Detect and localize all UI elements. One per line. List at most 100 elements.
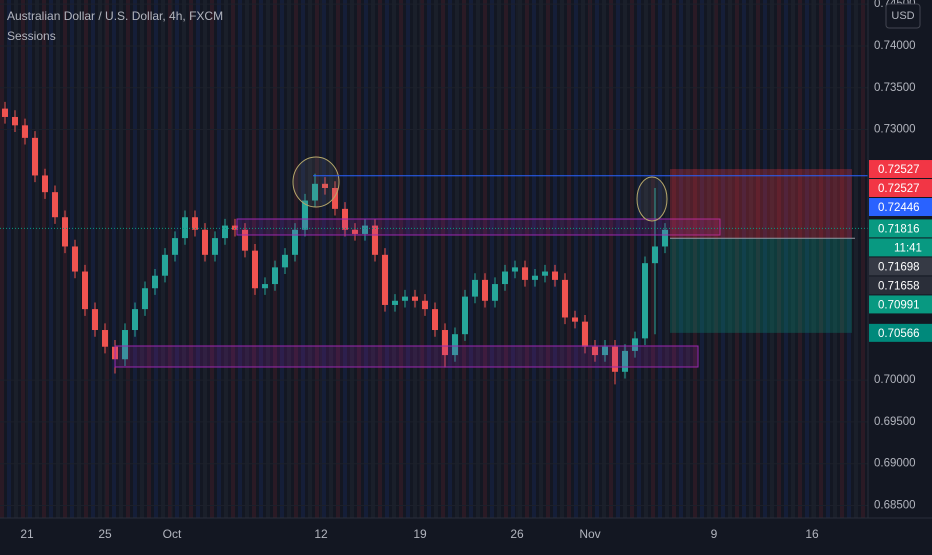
candle-body: [282, 254, 288, 268]
overlay: [0, 169, 868, 333]
candle-body: [632, 338, 638, 351]
session-stripe: [224, 0, 228, 518]
candle-body: [82, 271, 88, 310]
session-stripe: [826, 0, 830, 518]
target-zone: [670, 238, 852, 333]
session-stripe: [791, 0, 795, 518]
candle-body: [452, 334, 458, 356]
session-stripe: [483, 0, 487, 518]
session-stripe: [574, 0, 578, 518]
candle-body: [262, 284, 268, 289]
session-stripe: [371, 0, 375, 518]
y-tick-label: 0.68500: [874, 499, 916, 511]
candle-body: [122, 330, 128, 360]
stop-zone: [670, 169, 852, 239]
session-stripe: [231, 0, 235, 518]
candle-body: [232, 225, 238, 230]
session-stripe: [392, 0, 396, 518]
peak-circle: [636, 176, 668, 222]
session-stripe: [819, 0, 823, 518]
candle-body: [582, 321, 588, 347]
session-stripe: [756, 0, 760, 518]
candle-body: [242, 229, 248, 251]
session-stripe: [770, 0, 774, 518]
price-tag: [869, 198, 932, 217]
session-stripe: [182, 0, 186, 518]
x-tick-label: Nov: [579, 527, 600, 541]
session-stripe: [413, 0, 417, 518]
session-stripe: [84, 0, 88, 518]
session-stripe: [679, 0, 683, 518]
y-tick-label: 0.70000: [874, 374, 916, 386]
candle-body: [2, 108, 8, 117]
session-stripe: [175, 0, 179, 518]
session-stripe: [616, 0, 620, 518]
price-tag: [869, 323, 932, 342]
session-stripe: [266, 0, 270, 518]
session-stripe: [567, 0, 571, 518]
chart-title: Australian Dollar / U.S. Dollar, 4h, FXC…: [7, 9, 223, 23]
session-stripe: [630, 0, 634, 518]
x-tick-label: 9: [711, 527, 718, 541]
session-stripe: [406, 0, 410, 518]
session-stripe: [238, 0, 242, 518]
session-stripe: [546, 0, 550, 518]
candle-body: [212, 238, 218, 255]
price-tag: [869, 179, 932, 198]
session-stripe: [448, 0, 452, 518]
session-stripe: [812, 0, 816, 518]
candle-body: [652, 246, 658, 264]
session-stripe: [693, 0, 697, 518]
session-stripe: [637, 0, 641, 518]
session-stripe: [798, 0, 802, 518]
session-stripe: [700, 0, 704, 518]
candle-body: [52, 192, 58, 218]
session-stripe: [665, 0, 669, 518]
session-stripe: [763, 0, 767, 518]
candle-body: [152, 275, 158, 289]
price-tag-label: 0.70991: [878, 299, 920, 311]
session-stripe: [357, 0, 361, 518]
session-stripe: [105, 0, 109, 518]
session-stripe: [133, 0, 137, 518]
price-tag: [869, 295, 932, 314]
x-tick-label: 16: [805, 527, 819, 541]
candle-body: [312, 183, 318, 201]
session-stripe: [833, 0, 837, 518]
price-tag: [869, 219, 932, 238]
price-tag-label: 0.72446: [878, 202, 920, 214]
session-stripe: [777, 0, 781, 518]
candle-body: [322, 183, 328, 188]
price-tag: [869, 160, 932, 179]
session-stripe: [329, 0, 333, 518]
candle-body: [572, 317, 578, 322]
candle-body: [22, 125, 28, 138]
candle-body: [542, 271, 548, 276]
candle-body: [622, 350, 628, 372]
session-stripe: [21, 0, 25, 518]
session-stripe: [399, 0, 403, 518]
session-stripe: [532, 0, 536, 518]
session-stripe: [560, 0, 564, 518]
candle-body: [522, 267, 528, 280]
candle-body: [272, 267, 278, 285]
y-tick-label: 0.69000: [874, 458, 916, 470]
session-stripe: [140, 0, 144, 518]
candle-body: [102, 330, 108, 347]
session-stripe: [343, 0, 347, 518]
session-stripe: [511, 0, 515, 518]
session-stripe: [427, 0, 431, 518]
session-stripe: [455, 0, 459, 518]
time-axis: [0, 518, 932, 550]
currency-badge[interactable]: [885, 3, 921, 29]
sessions-layer: [0, 0, 865, 518]
candle-body: [202, 229, 208, 255]
price-tag: [869, 257, 932, 276]
indicator-name: Sessions: [7, 29, 56, 43]
candle-body: [642, 263, 648, 339]
session-stripe: [861, 0, 865, 518]
session-stripe: [308, 0, 312, 518]
price-tag-label: 0.71698: [878, 261, 920, 273]
session-stripe: [595, 0, 599, 518]
